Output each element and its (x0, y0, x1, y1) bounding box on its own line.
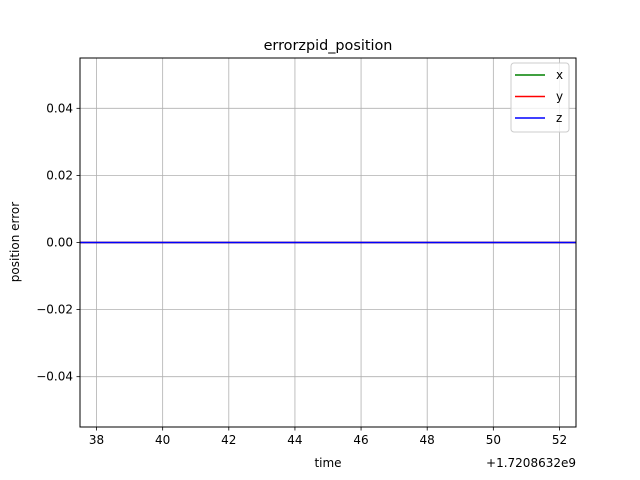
chart-title: errorzpid_position (264, 38, 393, 54)
legend-label-y: y (556, 90, 563, 104)
x-tick-label: 44 (287, 433, 302, 447)
legend-label-z: z (556, 111, 562, 125)
y-tick-label: 0.00 (46, 236, 73, 250)
x-tick-label: 38 (89, 433, 104, 447)
x-tick-label: 40 (155, 433, 170, 447)
y-tick-label: −0.02 (36, 303, 73, 317)
x-axis-label: time (314, 456, 341, 470)
y-axis-label: position error (8, 202, 22, 282)
x-tick-label: 48 (420, 433, 435, 447)
y-axis-ticks: −0.04 −0.02 0.00 0.02 0.04 (36, 101, 80, 384)
x-axis-offset-label: +1.7208632e9 (486, 456, 576, 470)
x-tick-label: 50 (486, 433, 501, 447)
x-tick-label: 46 (353, 433, 368, 447)
x-axis-ticks: 38 40 42 44 46 48 50 52 (89, 427, 567, 447)
legend-label-x: x (556, 68, 563, 82)
x-tick-label: 42 (221, 433, 236, 447)
y-tick-label: 0.04 (46, 101, 73, 115)
y-tick-label: 0.02 (46, 168, 73, 182)
legend: xyz (510, 62, 570, 133)
y-tick-label: −0.04 (36, 370, 73, 384)
legend-entries: xyz (515, 68, 563, 125)
x-tick-label: 52 (552, 433, 567, 447)
legend-box (510, 62, 570, 133)
